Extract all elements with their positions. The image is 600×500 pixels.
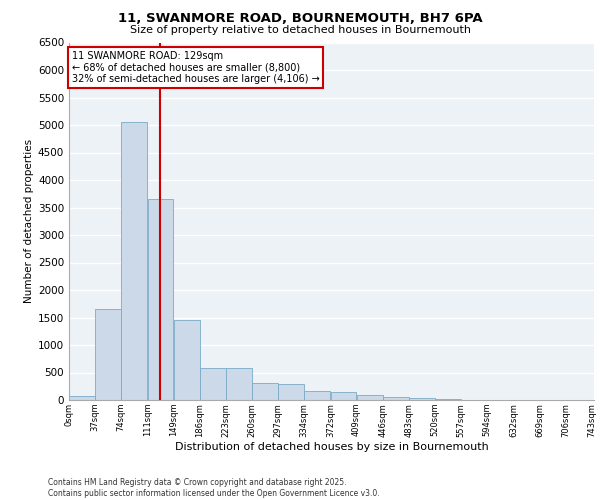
Bar	[226, 368, 252, 400]
Text: Contains HM Land Registry data © Crown copyright and database right 2025.
Contai: Contains HM Land Registry data © Crown c…	[48, 478, 380, 498]
X-axis label: Distribution of detached houses by size in Bournemouth: Distribution of detached houses by size …	[175, 442, 488, 452]
Bar	[331, 392, 356, 400]
Bar	[200, 368, 226, 400]
Bar	[174, 320, 200, 400]
Bar	[121, 122, 147, 400]
Text: Size of property relative to detached houses in Bournemouth: Size of property relative to detached ho…	[130, 25, 470, 35]
Bar	[148, 199, 173, 400]
Y-axis label: Number of detached properties: Number of detached properties	[24, 139, 34, 304]
Bar	[69, 396, 95, 400]
Text: 11 SWANMORE ROAD: 129sqm
← 68% of detached houses are smaller (8,800)
32% of sem: 11 SWANMORE ROAD: 129sqm ← 68% of detach…	[72, 51, 320, 84]
Bar	[252, 383, 278, 400]
Text: 11, SWANMORE ROAD, BOURNEMOUTH, BH7 6PA: 11, SWANMORE ROAD, BOURNEMOUTH, BH7 6PA	[118, 12, 482, 26]
Bar	[357, 394, 383, 400]
Bar	[278, 384, 304, 400]
Bar	[409, 398, 435, 400]
Bar	[383, 397, 409, 400]
Bar	[304, 390, 330, 400]
Bar	[95, 309, 121, 400]
